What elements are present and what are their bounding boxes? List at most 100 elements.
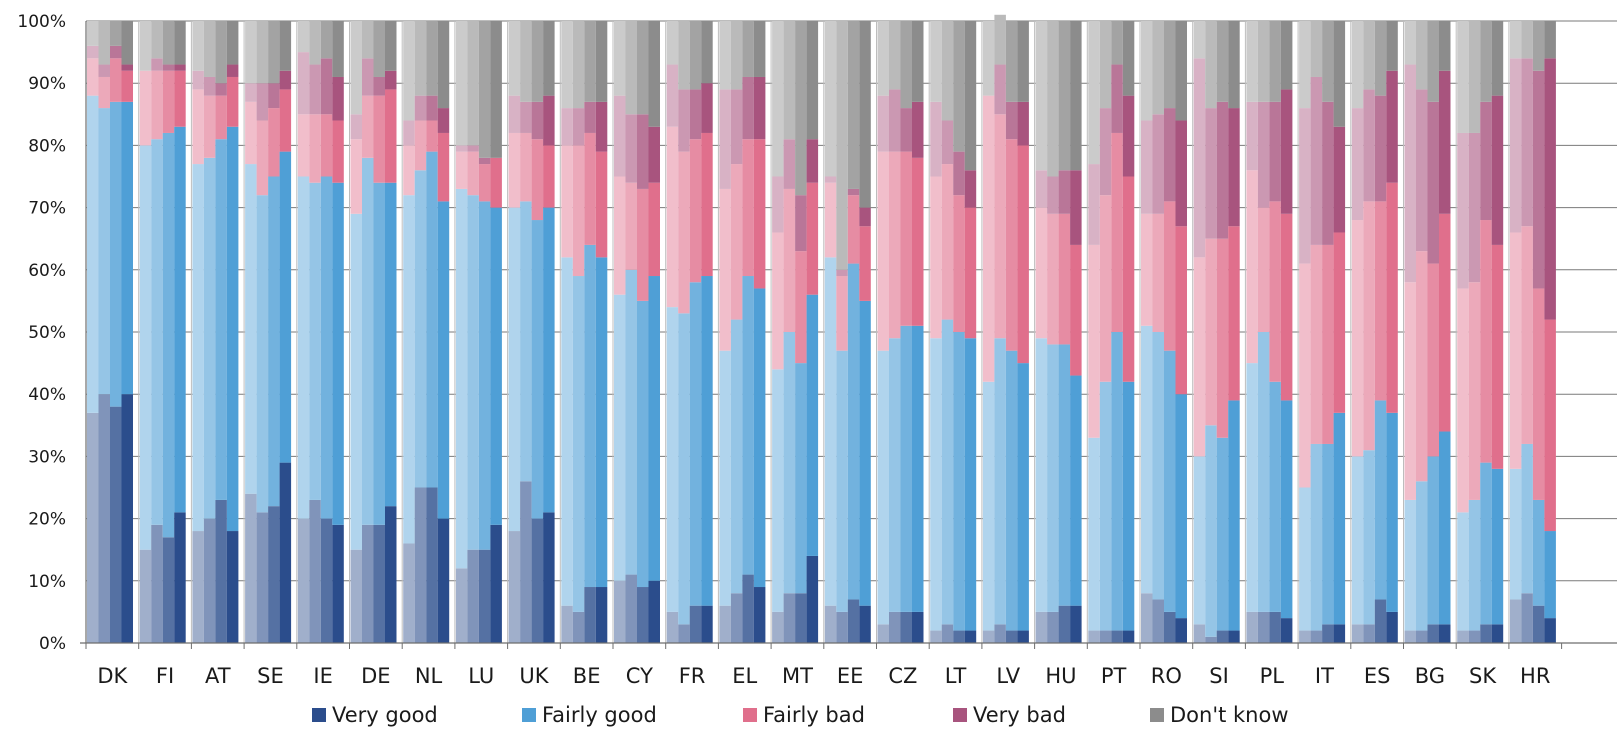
bar-segment-pt-fairly-bad (1122, 176, 1135, 382)
bar-segment-ee-fairly-good (859, 300, 871, 606)
x-tick-label: UK (519, 664, 549, 688)
bar-segment-ee-don-t-know (859, 21, 871, 208)
bar-segment-fi-fairly-good (151, 139, 163, 525)
bar-segment-es-don-t-know (1351, 21, 1364, 109)
bar-segment-ie-very-good (309, 499, 321, 643)
bar-segment-ie-very-good (332, 524, 344, 643)
bar-segment-cz-fairly-bad (877, 151, 889, 351)
x-tick-label: BE (573, 664, 601, 688)
bar-segment-lt-very-good (953, 630, 965, 643)
bar-segment-sk-very-good (1491, 624, 1504, 643)
bar-segment-ie-don-t-know (320, 21, 333, 59)
bar-segment-ie-very-bad (332, 76, 344, 121)
bar-segment-de-don-t-know (373, 21, 385, 77)
bar-segment-fi-very-bad (162, 64, 175, 71)
bar-segment-hu-fairly-good (1035, 338, 1048, 612)
bar-segment-hr-fairly-bad (1509, 232, 1522, 469)
bar-segment-dk-very-bad (98, 64, 110, 77)
bar-segment-at-fairly-bad (203, 95, 216, 158)
bar-segment-pl-fairly-good (1246, 363, 1258, 612)
bar-segment-lt-fairly-good (964, 338, 977, 631)
bar-segment-hr-don-t-know (1521, 21, 1533, 59)
bar-segment-de-fairly-good (350, 213, 362, 550)
bar-segment-cz-don-t-know (877, 21, 889, 96)
bar-segment-se-very-bad (268, 83, 280, 109)
bar-segment-be-very-bad (595, 101, 608, 152)
bar-segment-cy-don-t-know (625, 21, 637, 115)
bar-segment-uk-don-t-know (531, 21, 544, 102)
bar-segment-nl-very-good (437, 518, 450, 643)
bar-segment-lv-fairly-good (1005, 350, 1018, 631)
bar-segment-ro-very-bad (1141, 120, 1153, 214)
bar-segment-de-fairly-bad (373, 95, 385, 183)
bar-segment-mt-fairly-bad (795, 251, 807, 364)
bar-segment-se-fairly-good (268, 176, 280, 507)
bar-segment-es-fairly-bad (1351, 220, 1364, 457)
bar-segment-mt-very-bad (772, 176, 784, 233)
bar-segment-cy-fairly-good (614, 294, 626, 581)
bar-segment-hu-fairly-good (1058, 344, 1071, 606)
bar-segment-uk-very-good (543, 512, 555, 643)
bar-segment-pt-very-good (1111, 630, 1123, 643)
bar-segment-hr-very-bad (1509, 58, 1522, 233)
bar-segment-hu-don-t-know (1058, 21, 1071, 171)
bar-segment-dk-very-good (87, 412, 99, 643)
bar-segment-lt-very-bad (964, 170, 977, 208)
bar-segment-be-fairly-good (572, 276, 585, 612)
bar-segment-at-very-good (215, 499, 227, 643)
bar-segment-si-don-t-know (1216, 21, 1229, 102)
bar-segment-fr-fairly-bad (701, 132, 713, 277)
bar-segment-fi-very-good (174, 512, 186, 643)
bar-segment-hu-fairly-bad (1070, 244, 1082, 376)
bar-segment-cy-fairly-good (648, 276, 660, 581)
bar-segment-es-very-bad (1374, 95, 1387, 202)
x-tick-label: HU (1045, 664, 1076, 688)
bar-segment-cy-fairly-bad (614, 176, 626, 295)
bar-segment-uk-fairly-good (543, 207, 555, 513)
y-tick-label: 40% (28, 385, 66, 405)
bar-segment-se-very-good (256, 512, 269, 643)
bar-segment-ee-don-t-know (836, 21, 848, 270)
bar-segment-it-don-t-know (1322, 21, 1334, 102)
bar-segment-ro-very-good (1164, 611, 1176, 643)
bar-segment-cz-fairly-good (912, 325, 924, 612)
bar-segment-at-don-t-know (203, 21, 216, 77)
bar-segment-se-very-bad (279, 70, 292, 90)
bar-segment-pl-fairly-good (1257, 332, 1270, 612)
bar-segment-fi-don-t-know (162, 21, 175, 65)
bar-segment-ie-don-t-know (297, 21, 310, 53)
bar-segment-el-fairly-good (730, 319, 743, 594)
bar-segment-lu-very-bad (455, 145, 468, 152)
bar-segment-fr-don-t-know (678, 21, 690, 90)
bar-segment-lt-very-bad (930, 101, 942, 177)
bar-segment-pl-fairly-good (1280, 400, 1293, 619)
bar-segment-hr-very-good (1532, 605, 1545, 643)
bar-segment-ie-very-good (297, 518, 310, 643)
bar-segment-be-fairly-bad (561, 145, 573, 258)
x-tick-label: FR (679, 664, 706, 688)
bar-segment-cz-don-t-know (900, 21, 912, 109)
bar-segment-se-very-good (268, 506, 280, 643)
legend-swatch (312, 708, 326, 722)
bar-segment-hu-very-good (1035, 611, 1048, 643)
bar-segment-lu-very-bad (478, 157, 491, 165)
bar-segment-cz-fairly-good (889, 338, 901, 612)
bar-segment-be-very-bad (584, 101, 596, 133)
bar-segment-ee-very-good (824, 605, 837, 643)
bar-segment-be-fairly-bad (595, 151, 608, 258)
bar-segment-lu-fairly-bad (467, 151, 479, 196)
y-tick-label: 100% (17, 12, 66, 32)
bar-segment-si-very-good (1216, 630, 1229, 643)
bar-segment-lt-don-t-know (953, 21, 965, 152)
bar-segment-es-fairly-bad (1363, 201, 1375, 451)
bar-segment-de-don-t-know (362, 21, 374, 59)
bar-segment-cy-very-good (648, 580, 660, 643)
bar-segment-lt-fairly-good (941, 319, 954, 625)
bar-segment-bg-very-bad (1416, 89, 1428, 252)
bar-segment-lu-don-t-know (490, 21, 502, 158)
bar-segment-nl-very-good (426, 487, 438, 643)
x-tick-label: SI (1209, 664, 1229, 688)
bar-segment-pl-don-t-know (1269, 21, 1281, 102)
bar-segment-nl-don-t-know (414, 21, 427, 96)
bar-segment-lv-fairly-bad (1017, 145, 1029, 364)
